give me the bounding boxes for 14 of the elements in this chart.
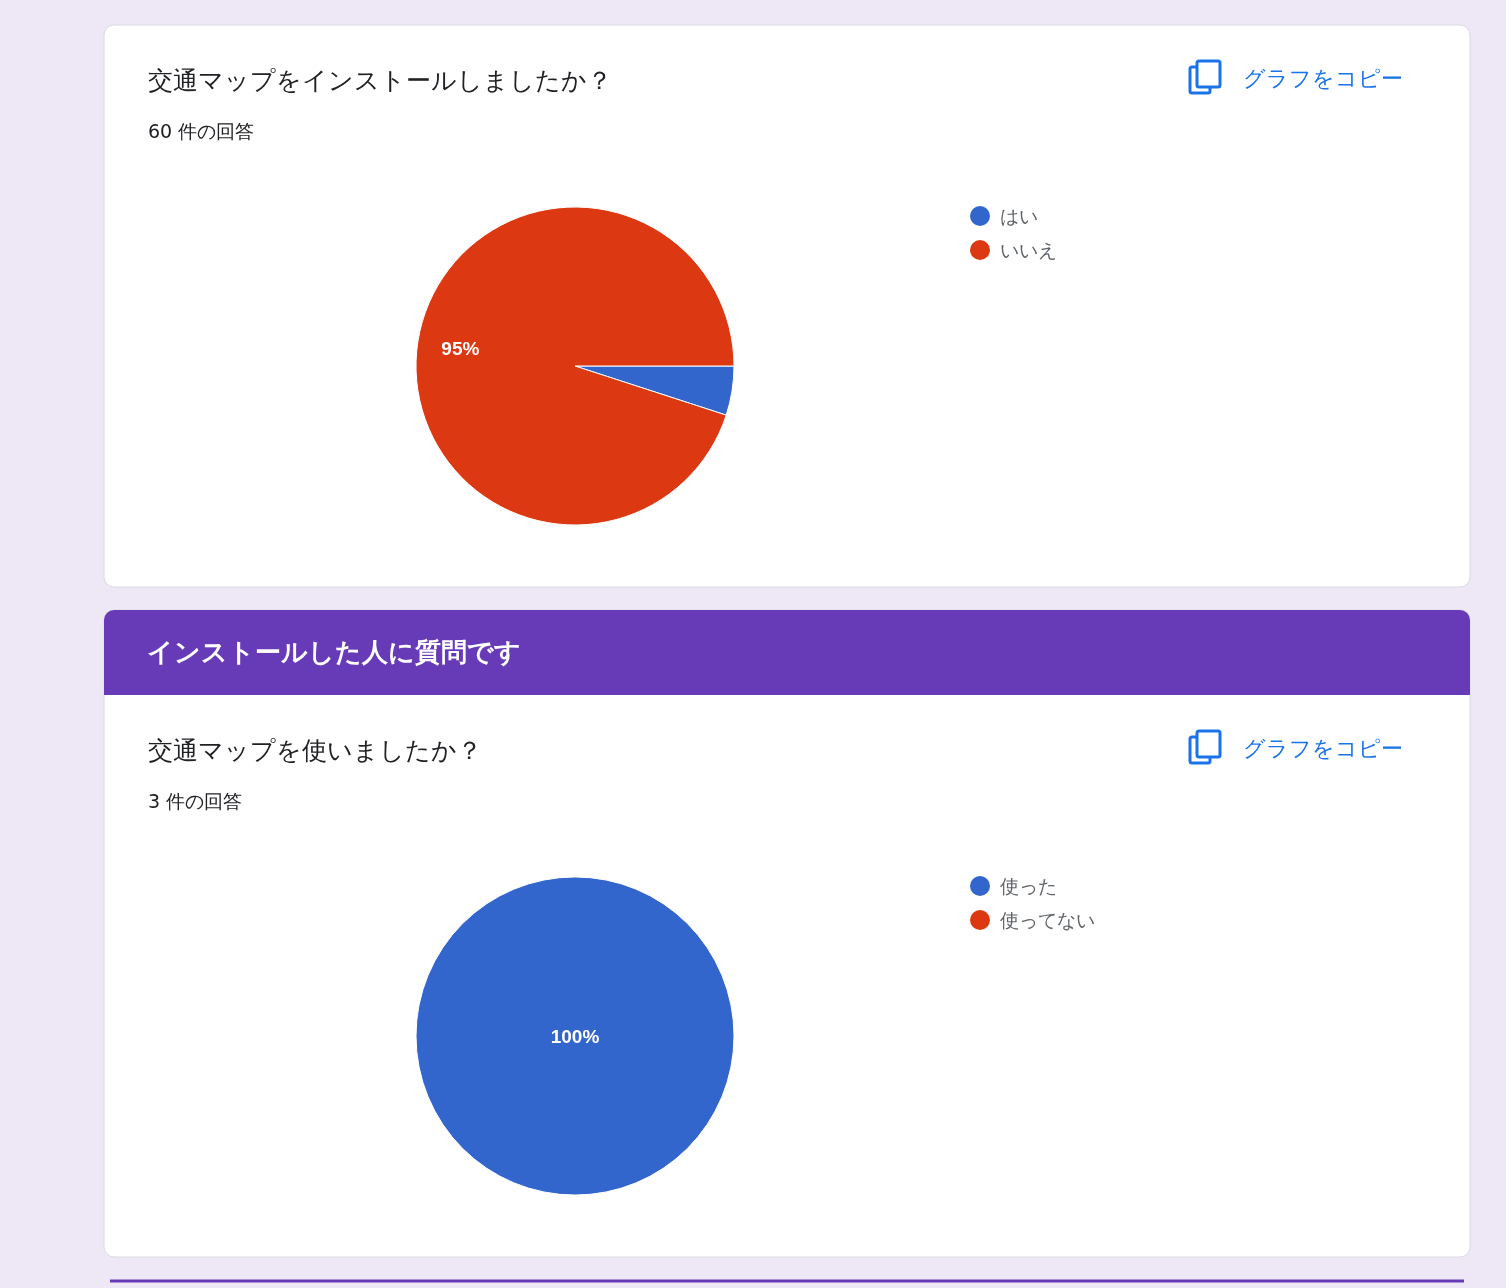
data-label: 100%: [550, 1025, 600, 1047]
pie-slice: [415, 206, 735, 526]
data-label: 95%: [441, 337, 480, 359]
text: 3 件の回答: [148, 789, 243, 812]
text: グラフをコピー: [1243, 735, 1403, 761]
text: グラフをコピー: [1243, 65, 1403, 91]
text: インストールした人に質問です: [147, 637, 521, 668]
chart-title: 交通マップをインストールしましたか？: [148, 65, 612, 95]
chart-title: 交通マップを使いましたか？: [148, 735, 482, 765]
legend-label: 使ってない: [1000, 908, 1095, 931]
text: 60 件の回答: [148, 119, 255, 142]
legend-label: いいえ: [1000, 238, 1057, 261]
legend-label: はい: [1000, 204, 1038, 227]
legend-label: 使った: [1000, 874, 1057, 897]
